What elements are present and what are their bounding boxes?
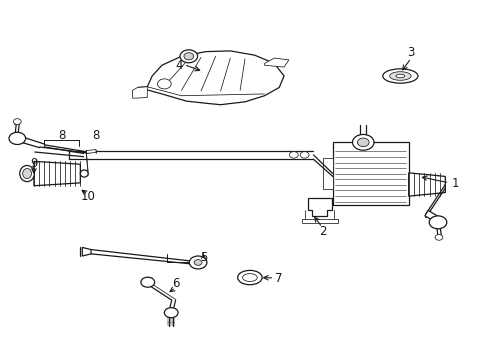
Circle shape (184, 53, 194, 60)
Text: 7: 7 (275, 272, 283, 285)
Text: 5: 5 (200, 251, 207, 264)
Ellipse shape (238, 270, 262, 285)
Ellipse shape (80, 170, 88, 177)
Text: 8: 8 (92, 129, 99, 142)
Circle shape (164, 308, 178, 318)
Ellipse shape (390, 72, 411, 80)
Text: 4: 4 (175, 59, 183, 72)
Circle shape (141, 277, 155, 287)
Circle shape (429, 216, 447, 229)
Polygon shape (138, 51, 284, 105)
Text: 2: 2 (319, 225, 327, 238)
Circle shape (9, 132, 25, 144)
Circle shape (357, 138, 369, 147)
Polygon shape (409, 173, 445, 196)
Ellipse shape (20, 166, 34, 181)
Polygon shape (34, 161, 80, 186)
Polygon shape (82, 247, 91, 256)
Polygon shape (308, 198, 332, 216)
Text: 6: 6 (172, 278, 179, 291)
Polygon shape (425, 211, 441, 223)
Polygon shape (265, 58, 289, 67)
Circle shape (189, 256, 207, 269)
Polygon shape (333, 142, 409, 205)
Circle shape (194, 260, 202, 265)
Text: 9: 9 (30, 157, 38, 170)
Polygon shape (302, 220, 338, 223)
Ellipse shape (23, 168, 31, 179)
Polygon shape (86, 149, 96, 153)
Text: 3: 3 (408, 46, 415, 59)
Circle shape (158, 79, 171, 89)
Ellipse shape (396, 74, 405, 78)
Ellipse shape (243, 274, 257, 282)
Polygon shape (133, 87, 147, 98)
Circle shape (290, 152, 298, 158)
Circle shape (13, 119, 21, 125)
Ellipse shape (383, 69, 418, 83)
Text: 10: 10 (80, 190, 95, 203)
Polygon shape (323, 158, 333, 189)
Circle shape (352, 134, 374, 150)
Circle shape (435, 234, 443, 240)
Text: 8: 8 (58, 129, 66, 142)
Text: 1: 1 (451, 177, 459, 190)
Circle shape (180, 50, 197, 63)
Circle shape (300, 152, 309, 158)
